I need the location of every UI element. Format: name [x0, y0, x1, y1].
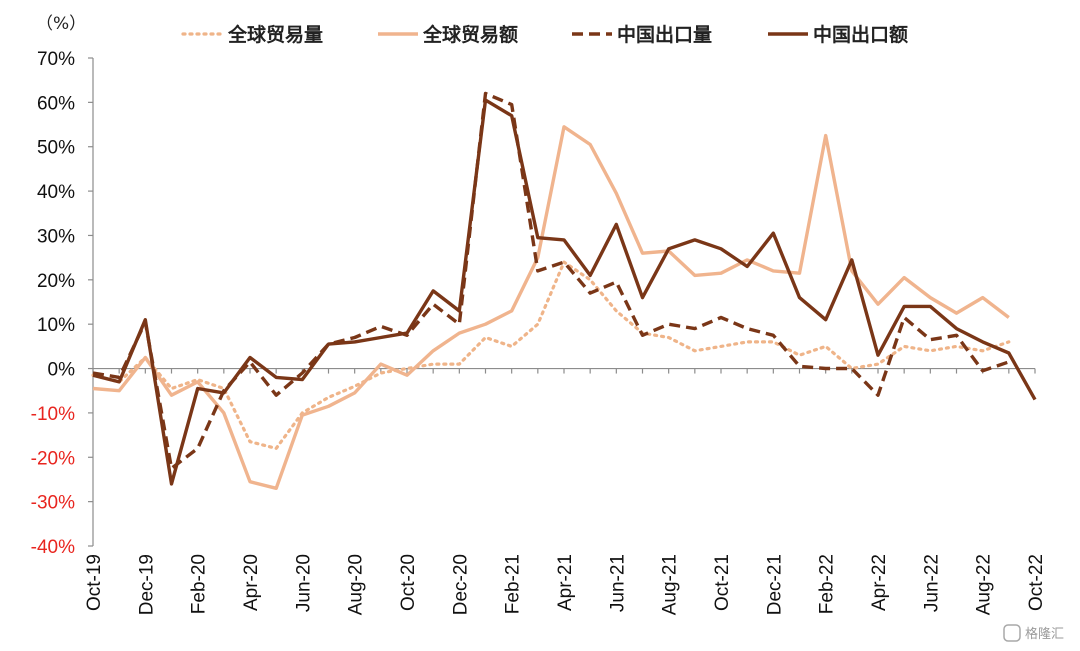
x-tick-label: Feb-22 — [817, 554, 838, 614]
axes: 70% 60% 50% 40% 30% 20% 10% 0% -10% -20% -30% -40% O… — [31, 49, 1047, 615]
series-layer — [91, 91, 1037, 490]
x-tick-label: Apr-22 — [869, 554, 890, 611]
series-line-全球贸易量 — [91, 260, 1011, 450]
x-tick-label: Oct-21 — [712, 554, 733, 611]
x-tick-label: Jun-22 — [921, 554, 942, 612]
legend-label: 中国出口额 — [813, 23, 908, 46]
y-tick-label: 10% — [37, 315, 75, 336]
x-tick-label: Aug-22 — [974, 554, 995, 615]
x-tick-label: Oct-20 — [398, 554, 419, 611]
x-tick-label: Jun-20 — [293, 554, 314, 612]
x-tick-label: Feb-20 — [189, 554, 210, 614]
legend-label: 全球贸易额 — [422, 23, 518, 46]
x-tick-label: Dec-19 — [136, 554, 157, 615]
watermark-logo-icon — [1003, 624, 1021, 642]
x-tick-label: Oct-19 — [84, 554, 105, 611]
x-tick-label: Aug-20 — [346, 554, 367, 615]
series-line-中国出口额 — [92, 98, 1037, 486]
x-tick-label: Apr-20 — [241, 554, 262, 611]
series-line-全球贸易额 — [92, 125, 1010, 490]
x-tick-label: Oct-22 — [1026, 554, 1047, 611]
y-tick-label: 40% — [37, 182, 75, 203]
legend-label: 全球贸易量 — [227, 23, 323, 46]
y-tick-label: 0% — [48, 360, 76, 381]
unit-label: （%） — [36, 14, 86, 34]
y-tick-label: 30% — [37, 226, 75, 247]
x-tick-label: Feb-21 — [503, 554, 524, 614]
y-tick-label: -30% — [31, 493, 75, 514]
legend: 全球贸易量 全球贸易额 中国出口量 中国出口额 — [181, 23, 908, 46]
y-tick-label: 20% — [37, 271, 75, 292]
y-tick-label: 60% — [37, 93, 75, 114]
watermark: 格隆汇 — [1003, 624, 1064, 642]
legend-label: 中国出口量 — [617, 23, 712, 46]
x-tick-label: Apr-21 — [555, 554, 576, 611]
watermark-text: 格隆汇 — [1025, 626, 1064, 642]
series-line-中国出口量 — [92, 91, 1010, 471]
x-tick-label: Dec-21 — [764, 554, 785, 615]
x-tick-label: Aug-21 — [660, 554, 681, 615]
y-tick-label: -10% — [31, 404, 75, 425]
y-tick-label: 50% — [37, 138, 75, 159]
x-tick-label: Jun-21 — [607, 554, 628, 612]
y-tick-label: 70% — [37, 49, 75, 70]
y-tick-label: -40% — [31, 537, 75, 558]
x-tick-label: Dec-20 — [450, 554, 471, 615]
y-tick-label: -20% — [31, 448, 75, 469]
